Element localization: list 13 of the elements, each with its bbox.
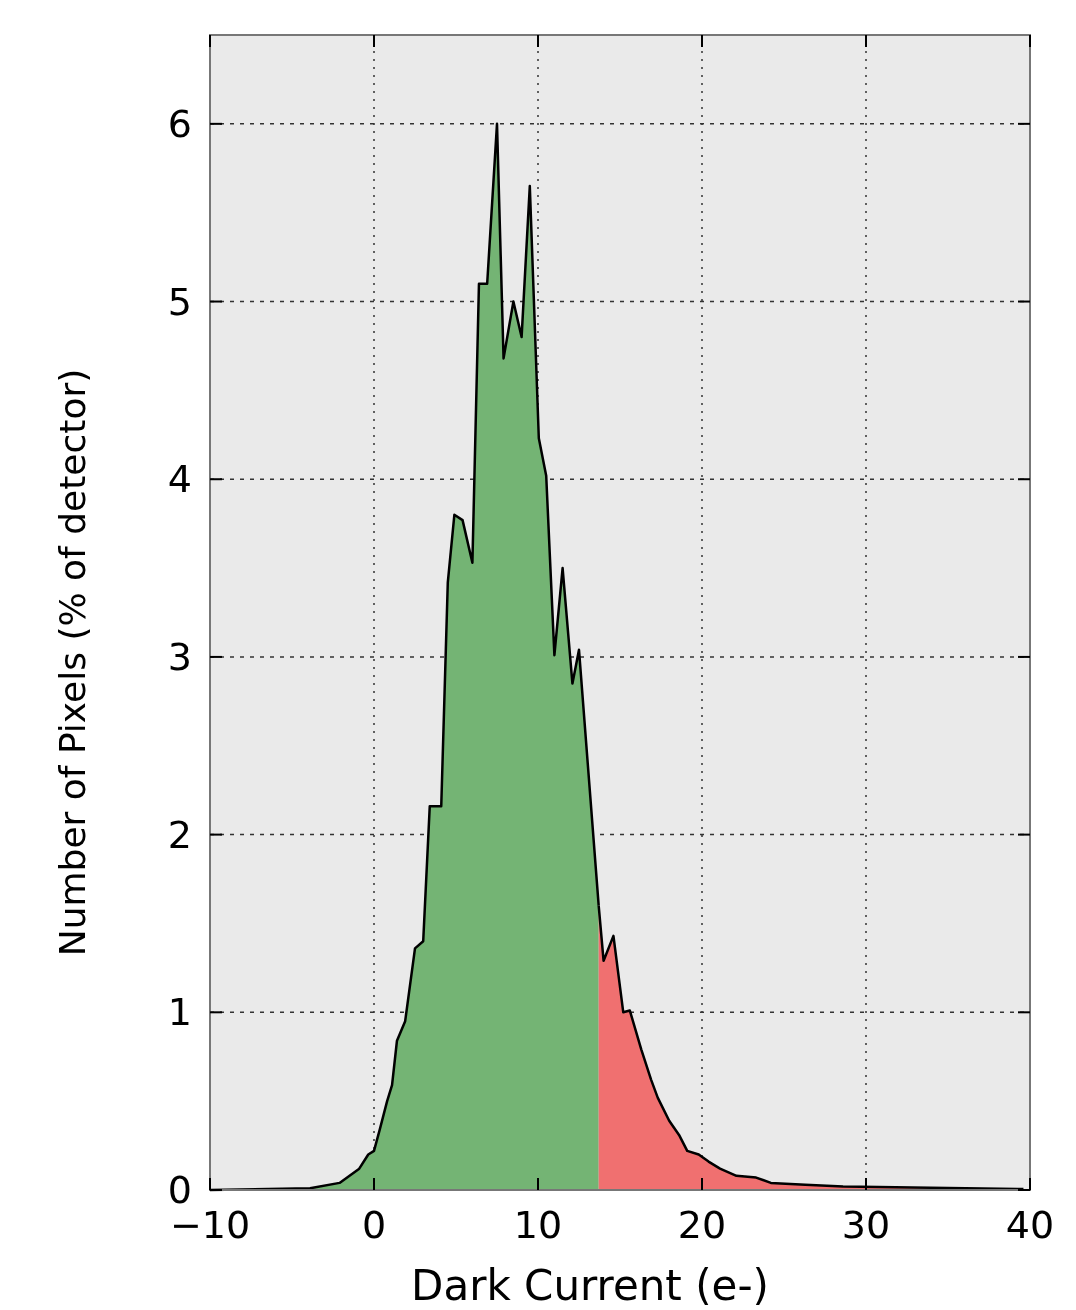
x-tick-label: 0	[361, 1203, 387, 1247]
y-tick-label: 6	[167, 101, 192, 146]
x-tick-label: 40	[1005, 1203, 1055, 1247]
y-axis-title: Number of Pixels (% of detector)	[52, 368, 93, 957]
x-axis-title: Dark Current (e-)	[411, 1261, 769, 1310]
y-tick-label: 3	[167, 634, 192, 679]
x-tick-label: 10	[513, 1203, 563, 1247]
y-tick-label: 5	[167, 279, 192, 324]
y-tick-label: 1	[167, 990, 192, 1035]
y-tick-label: 2	[167, 812, 192, 857]
y-tick-label: 4	[167, 457, 192, 502]
x-tick-label: 30	[841, 1203, 891, 1247]
x-tick-label: 20	[677, 1203, 727, 1247]
